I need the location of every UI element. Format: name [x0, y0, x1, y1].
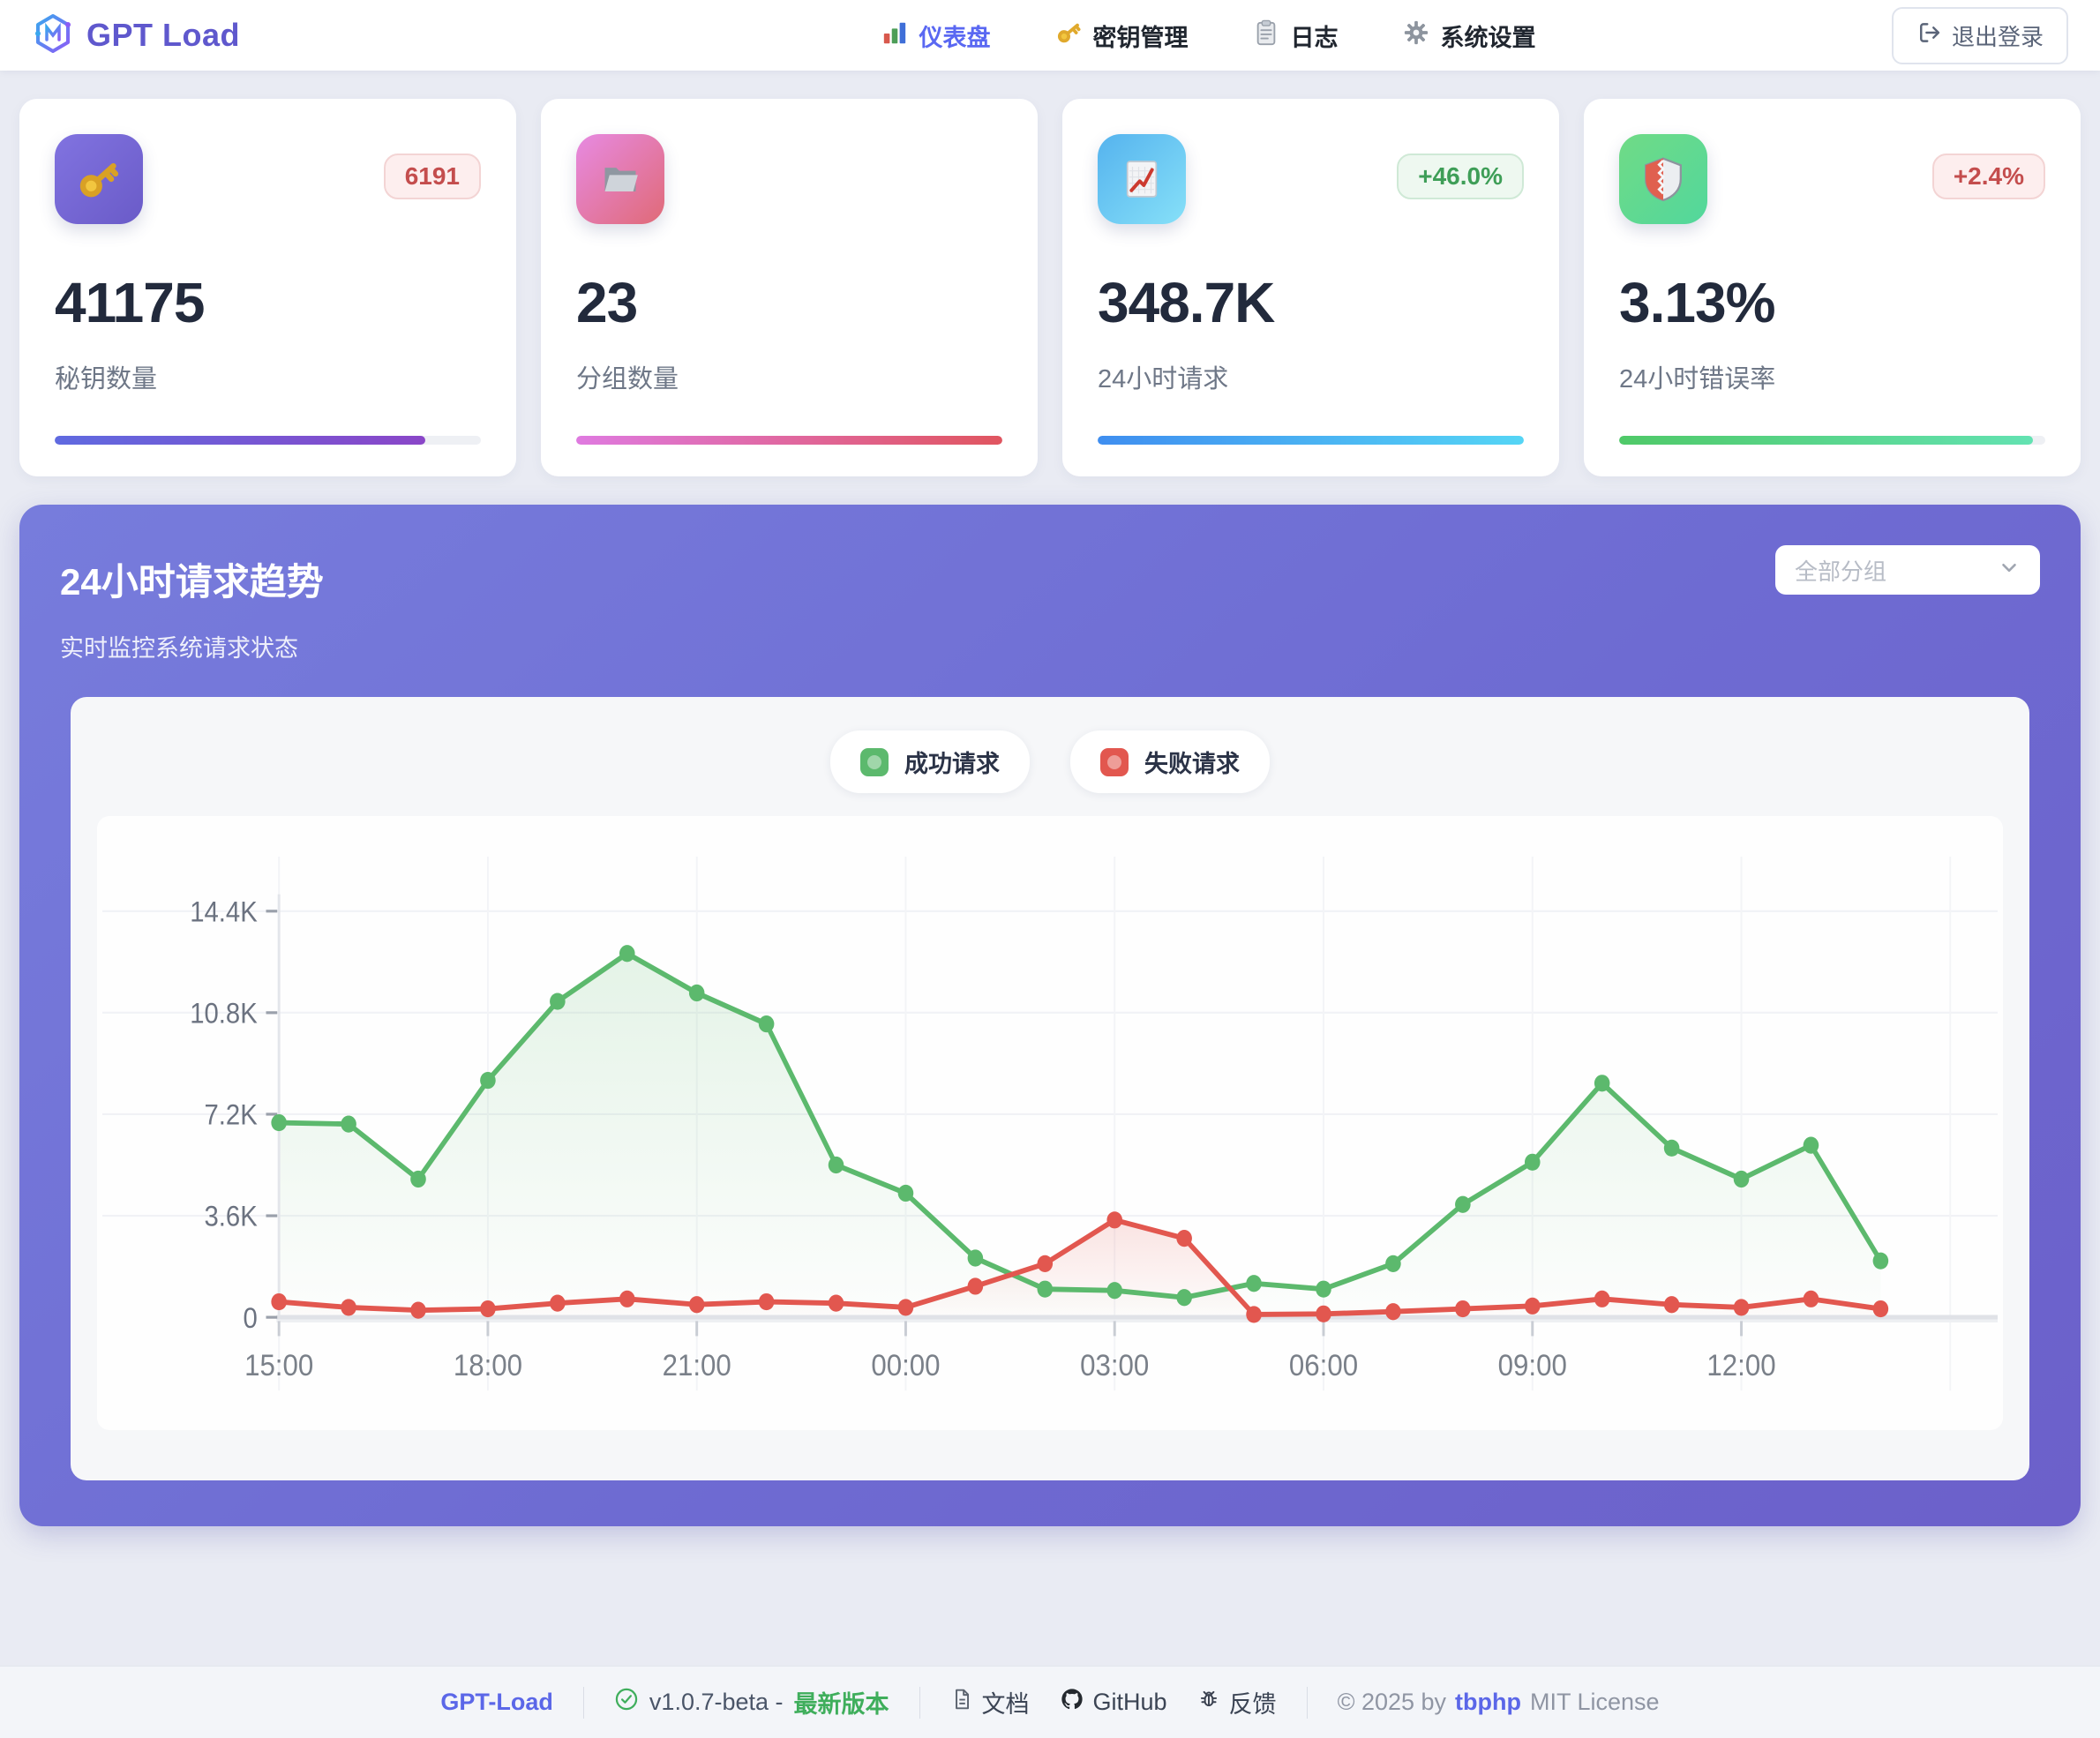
docs-link[interactable]: 文档 [950, 1685, 1030, 1719]
copyright: © 2025 by tbphp MIT License [1337, 1689, 1660, 1715]
github-link[interactable]: GitHub [1060, 1687, 1167, 1718]
svg-text:00:00: 00:00 [871, 1348, 940, 1382]
nav-label: 密钥管理 [1092, 24, 1189, 51]
folder-icon [576, 134, 664, 224]
progress-bar [576, 436, 1002, 445]
logout-button[interactable]: 退出登录 [1891, 6, 2068, 64]
chevron-down-icon [1998, 556, 2021, 585]
stat-card-requests: +46.0% 348.7K 24小时请求 [1062, 99, 1559, 476]
status-badge: 6191 [383, 154, 481, 199]
legend-item-fail[interactable]: 失败请求 [1070, 730, 1270, 793]
status-badge: +2.4% [1931, 154, 2045, 199]
stat-value: 348.7K [1098, 271, 1275, 334]
svg-text:21:00: 21:00 [663, 1348, 731, 1382]
trend-title: 24小时请求趋势 [60, 561, 324, 603]
key-icon [1055, 19, 1082, 52]
svg-text:12:00: 12:00 [1706, 1348, 1775, 1382]
trend-subtitle: 实时监控系统请求状态 [60, 635, 298, 662]
shield-icon [1619, 134, 1707, 224]
stat-value: 41175 [55, 271, 205, 334]
clipboard-icon [1253, 19, 1279, 52]
divider [919, 1686, 920, 1719]
app-header: GPT Load 仪表盘 密钥管理 [0, 0, 2100, 71]
chart-legend: 成功请求 失败请求 [97, 730, 2003, 793]
bar-chart-icon [881, 19, 908, 52]
divider [582, 1686, 584, 1719]
bug-icon [1197, 1688, 1220, 1717]
progress-bar [1098, 436, 1524, 445]
stat-card-groups: 23 分组数量 [541, 99, 1038, 476]
progress-track [55, 436, 481, 445]
progress-track [1619, 436, 2045, 445]
chart-panel: 成功请求 失败请求 0 3.6K 7.2K 10.8K 14.4K 15:00 18:00 2… [71, 697, 2029, 1480]
nav-label: 日志 [1290, 24, 1339, 51]
divider [1306, 1686, 1308, 1719]
app-footer: GPT-Load v1.0.7-beta - 最新版本 文档 GitHub [0, 1666, 2100, 1738]
status-badge: +46.0% [1397, 154, 1524, 199]
svg-text:7.2K: 7.2K [205, 1100, 259, 1131]
stat-card-keys: 6191 41175 秘钥数量 [19, 99, 516, 476]
svg-text:06:00: 06:00 [1289, 1348, 1358, 1382]
group-filter-value: 全部分组 [1795, 558, 1887, 585]
app-logo: GPT Load [32, 12, 526, 59]
latest-version-link[interactable]: 最新版本 [793, 1691, 889, 1718]
stat-value: 3.13% [1619, 271, 1775, 334]
svg-text:3.6K: 3.6K [205, 1202, 259, 1232]
logout-icon [1916, 20, 1941, 51]
gear-icon [1403, 19, 1429, 52]
stat-value: 23 [576, 271, 638, 334]
svg-text:18:00: 18:00 [454, 1348, 522, 1382]
nav-item-dashboard[interactable]: 仪表盘 [881, 19, 990, 53]
progress-bar [1619, 436, 2033, 445]
key-icon [55, 134, 143, 224]
svg-text:0: 0 [243, 1303, 257, 1334]
legend-swatch-fail [1100, 747, 1129, 776]
progress-bar [55, 436, 426, 445]
stats-row: 6191 41175 秘钥数量 23 分组数量 [19, 99, 2081, 476]
chart-up-icon [1098, 134, 1186, 224]
footer-brand-link[interactable]: GPT-Load [440, 1689, 553, 1715]
nav-label: 仪表盘 [919, 24, 991, 51]
legend-swatch-success [860, 747, 889, 776]
main-nav: 仪表盘 密钥管理 日志 [526, 19, 1892, 53]
check-circle-icon [614, 1687, 639, 1718]
stat-card-error-rate: +2.4% 3.13% 24小时错误率 [1584, 99, 2081, 476]
nav-item-keys[interactable]: 密钥管理 [1055, 19, 1188, 53]
progress-track [576, 436, 1002, 445]
logo-icon [32, 12, 74, 59]
svg-text:09:00: 09:00 [1498, 1348, 1567, 1382]
feedback-link[interactable]: 反馈 [1197, 1685, 1277, 1719]
stat-label: 分组数量 [576, 365, 679, 393]
app-title: GPT Load [86, 17, 240, 53]
progress-track [1098, 436, 1524, 445]
stat-label: 24小时错误率 [1619, 365, 1776, 393]
stat-label: 秘钥数量 [55, 365, 158, 393]
nav-item-settings[interactable]: 系统设置 [1403, 19, 1535, 53]
svg-text:14.4K: 14.4K [190, 896, 258, 927]
svg-text:15:00: 15:00 [244, 1348, 313, 1382]
svg-text:10.8K: 10.8K [190, 998, 258, 1029]
nav-item-logs[interactable]: 日志 [1253, 19, 1338, 53]
github-icon [1060, 1687, 1084, 1718]
legend-item-success[interactable]: 成功请求 [830, 730, 1030, 793]
svg-text:03:00: 03:00 [1080, 1348, 1149, 1382]
trend-line-chart: 0 3.6K 7.2K 10.8K 14.4K 15:00 18:00 21:00 00:00 0… [97, 816, 2003, 1430]
stat-label: 24小时请求 [1098, 365, 1229, 393]
version-info: v1.0.7-beta - 最新版本 [614, 1685, 889, 1719]
nav-label: 系统设置 [1440, 24, 1536, 51]
document-icon [950, 1688, 973, 1717]
trend-card: 24小时请求趋势 实时监控系统请求状态 全部分组 成功请求 失败请求 0 3.6K… [19, 505, 2081, 1526]
group-filter-select[interactable]: 全部分组 [1775, 545, 2040, 595]
author-link[interactable]: tbphp [1455, 1689, 1522, 1715]
